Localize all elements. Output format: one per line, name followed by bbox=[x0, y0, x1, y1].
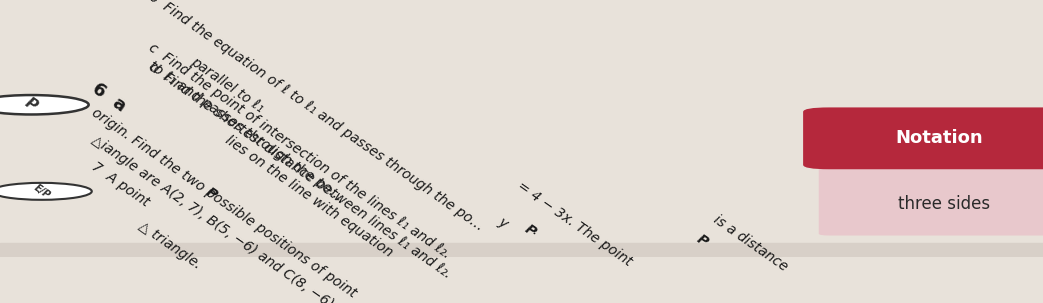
Text: parallel to ℓ₁: parallel to ℓ₁ bbox=[188, 55, 266, 116]
Text: to ℓ₁ and passes through the po…: to ℓ₁ and passes through the po… bbox=[146, 58, 345, 204]
Text: P: P bbox=[694, 232, 710, 249]
Text: = 4 − 3x. The point: = 4 − 3x. The point bbox=[511, 177, 638, 271]
Text: Notation: Notation bbox=[895, 129, 983, 147]
Text: 6  a: 6 a bbox=[89, 80, 129, 116]
Text: P: P bbox=[203, 185, 220, 203]
Text: c  Find the point of intersection of the lines ℓ₁ and ℓ₂.: c Find the point of intersection of the … bbox=[146, 40, 453, 261]
Text: lies on the line with equation: lies on the line with equation bbox=[219, 131, 398, 262]
Circle shape bbox=[0, 183, 92, 200]
Text: d  Find the shortest distance between lines ℓ₁ and ℓ₂.: d Find the shortest distance between lin… bbox=[146, 60, 454, 281]
Text: b  Find the equation of ℓ to ℓ₁ and passes through the po…: b Find the equation of ℓ to ℓ₁ and passe… bbox=[146, 0, 486, 234]
Text: E/P: E/P bbox=[31, 182, 52, 200]
Text: is a distance: is a distance bbox=[707, 210, 791, 274]
Circle shape bbox=[0, 95, 89, 115]
FancyBboxPatch shape bbox=[819, 126, 1043, 235]
Text: three sides: three sides bbox=[898, 195, 990, 213]
Text: P: P bbox=[23, 95, 40, 114]
Text: △iangle are A(2, 7), B(5, −6) and C(8, −6).: △iangle are A(2, 7), B(5, −6) and C(8, −… bbox=[89, 132, 339, 303]
Text: .: . bbox=[530, 225, 541, 238]
Bar bbox=[0, 243, 1043, 257]
Text: P: P bbox=[522, 221, 538, 239]
Text: 7  A point: 7 A point bbox=[89, 160, 155, 212]
Text: △ triangle.: △ triangle. bbox=[136, 218, 203, 272]
FancyBboxPatch shape bbox=[803, 108, 1043, 169]
Text: origin. Find the two possible positions of point: origin. Find the two possible positions … bbox=[89, 106, 362, 303]
Text: y: y bbox=[495, 214, 510, 230]
